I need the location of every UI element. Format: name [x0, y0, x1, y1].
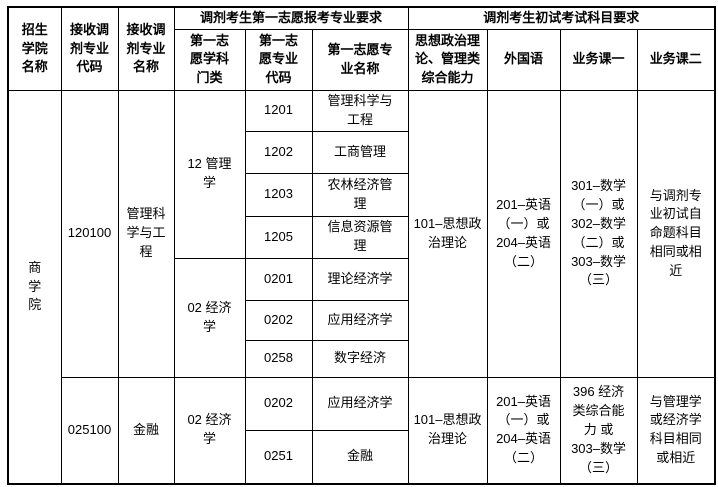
major-code-cell: 0251 — [244, 429, 313, 485]
course-one-cell: 396 经济 类综合能 力 或 303–数学 （三） — [559, 376, 638, 485]
header-receive-major-code: 接收调 剂专业 代码 — [60, 6, 119, 91]
discipline-cell: 02 经济 学 — [173, 376, 246, 485]
major-code-cell: 0202 — [244, 376, 313, 431]
discipline-cell: 02 经济 学 — [173, 257, 246, 378]
major-name-cell: 应用经济学 — [311, 299, 409, 341]
table-row: 商 学 院 120100 管理科 学与工 程 12 管理 学 1201 管理科学… — [7, 89, 716, 485]
major-name-cell: 应用经济学 — [311, 376, 409, 431]
college-name-cell: 商 学 院 — [7, 89, 62, 485]
major-name-cell: 管理科学与 工程 — [311, 89, 409, 132]
header-first-choice-major-code: 第一志 愿专业 代码 — [244, 28, 313, 91]
program-code-cell: 025100 — [60, 376, 119, 485]
major-name-cell: 理论经济学 — [311, 257, 409, 301]
program-code-cell: 120100 — [60, 89, 119, 378]
major-code-cell: 1202 — [244, 130, 313, 174]
header-course-one: 业务课一 — [559, 28, 638, 91]
course-two-cell: 与调剂专 业初试自 命题科目 相同或相 近 — [636, 89, 716, 378]
table-row: 1205 信息资源管 理 — [8, 215, 715, 259]
major-code-cell: 1201 — [244, 89, 313, 132]
header-course-two: 业务课二 — [636, 28, 716, 91]
major-name-cell: 信息资源管 理 — [311, 215, 409, 259]
table-row: 0202 应用经济学 — [8, 299, 715, 341]
politics-cell: 101–思想政 治理论 — [407, 89, 488, 378]
major-name-cell: 工商管理 — [311, 130, 409, 174]
major-name-cell: 数字经济 — [311, 339, 409, 378]
course-one-cell: 301–数学 （一）或 302–数学 （二）或 303–数学 （三） — [559, 89, 638, 378]
major-code-cell: 0201 — [244, 257, 313, 301]
header-foreign-language: 外国语 — [486, 28, 561, 91]
header-politics-management: 思想政治理 论、管理类 综合能力 — [407, 28, 488, 91]
major-code-cell: 0202 — [244, 299, 313, 341]
header-first-choice-discipline: 第一志 愿学科 门类 — [173, 28, 246, 91]
politics-cell: 101–思想政 治理论 — [407, 376, 488, 485]
major-name-cell: 金融 — [311, 429, 409, 485]
table-row: 1202 工商管理 — [8, 130, 715, 174]
foreign-language-cell: 201–英语 （一）或 204–英语 （二） — [486, 89, 561, 378]
header-college-name: 招生 学院 名称 — [7, 6, 62, 91]
adjustment-requirements-table: 招生 学院 名称 接收调 剂专业 代码 接收调 剂专业 名称 调剂考生第一志愿报… — [7, 6, 717, 486]
header-row-columns: 第一志 愿学科 门类 第一志 愿专业 代码 第一志愿专 业名称 思想政治理 论、… — [8, 28, 716, 91]
program-name-cell: 管理科 学与工 程 — [117, 89, 175, 378]
major-name-cell: 农林经济管 理 — [311, 172, 409, 217]
table-row: 0251 金融 — [8, 429, 715, 485]
header-group-first-choice-requirements: 调剂考生第一志愿报考专业要求 — [173, 6, 409, 30]
major-code-cell: 1203 — [244, 172, 313, 217]
table-row: 0258 数字经济 — [8, 339, 715, 378]
header-receive-major-name: 接收调 剂专业 名称 — [117, 6, 175, 91]
course-two-cell: 与管理学 或经济学 科目相同 或相近 — [636, 376, 716, 485]
foreign-language-cell: 201–英语 （一）或 204–英语 （二） — [486, 376, 561, 485]
program-name-cell: 金融 — [117, 376, 175, 485]
table-row: 025100 金融 02 经济 学 0202 应用经济学 101–思想政 治理论… — [8, 376, 716, 485]
header-row-groups: 招生 学院 名称 接收调 剂专业 代码 接收调 剂专业 名称 调剂考生第一志愿报… — [7, 6, 716, 91]
major-code-cell: 1205 — [244, 215, 313, 259]
major-code-cell: 0258 — [244, 339, 313, 378]
header-group-exam-requirements: 调剂考生初试考试科目要求 — [407, 6, 716, 30]
header-first-choice-major-name: 第一志愿专 业名称 — [311, 28, 409, 91]
discipline-cell: 12 管理 学 — [173, 89, 246, 259]
